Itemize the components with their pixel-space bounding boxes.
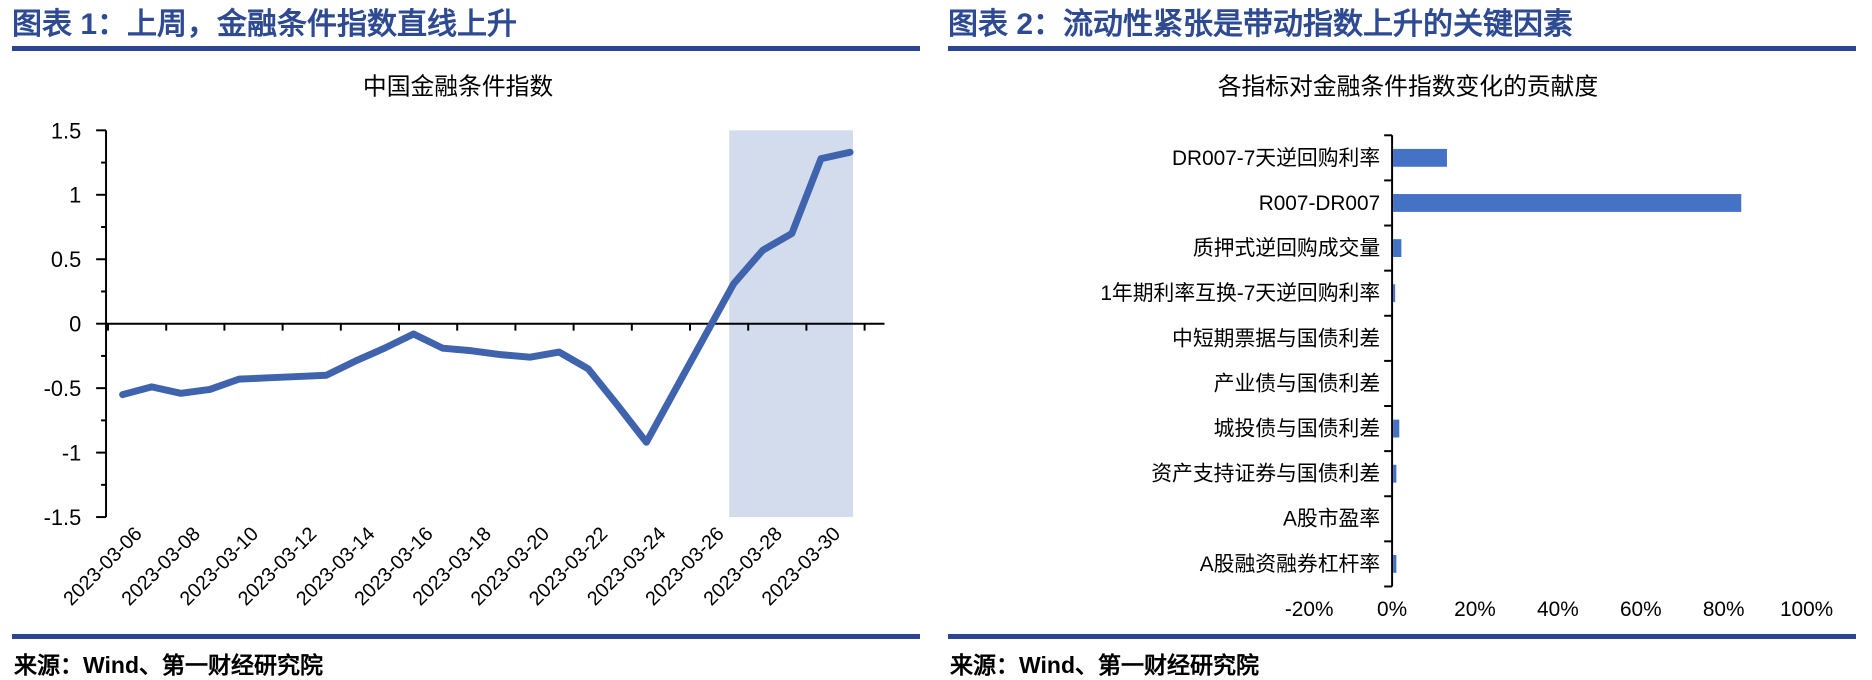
contribution-bar <box>1393 464 1397 483</box>
category-label: 1年期利率互换-7天逆回购利率 <box>1100 282 1380 305</box>
figure-1-source-rule <box>12 634 920 639</box>
panel-figure-1: 图表 1：上周，金融条件指数直线上升 中国金融条件指数 1.5 1 0.5 0 -0.5 -… <box>12 8 920 678</box>
category-label: A股融资融券杠杆率 <box>1200 553 1380 576</box>
category-label: DR007-7天逆回购利率 <box>1172 147 1380 170</box>
figure-1-header-rule <box>12 46 920 51</box>
y-tick-label: 0 <box>69 312 81 337</box>
figure-1-source: 来源：Wind、第一财经研究院 <box>14 651 323 678</box>
category-axis <box>1384 134 1394 588</box>
y-tick-label: 1 <box>69 183 81 208</box>
contribution-bar <box>1393 239 1402 257</box>
figure-2-source: 来源：Wind、第一财经研究院 <box>950 651 1259 678</box>
x-tick-label: 20% <box>1454 598 1496 621</box>
figure-1-header: 图表 1：上周，金融条件指数直线上升 <box>12 8 518 41</box>
y-axis: 1.5 1 0.5 0 -0.5 -1 -1.5 <box>44 118 108 530</box>
figure-2-header: 图表 2：流动性紧张是带动指数上升的关键因素 <box>948 8 1574 41</box>
category-label: 产业债与国债利差 <box>1214 372 1381 395</box>
x-axis-labels: -20% 0% 20% 40% 60% 80% 100% <box>1285 598 1833 621</box>
fci-line-series <box>119 148 854 446</box>
line-chart-china-financial-conditions-index: 中国金融条件指数1.510.50-0.5-1-1.52023-03-062023… <box>44 74 885 610</box>
contribution-bar <box>1393 554 1397 573</box>
category-label: R007-DR007 <box>1259 192 1380 215</box>
x-tick-label: 60% <box>1620 598 1662 621</box>
category-label: 资产支持证券与国债利差 <box>1151 463 1380 486</box>
y-tick-label: 1.5 <box>51 118 81 143</box>
contribution-bar <box>1393 419 1400 438</box>
x-tick-label: 100% <box>1780 598 1833 621</box>
y-tick-label: -0.5 <box>44 376 82 401</box>
y-tick-label: -1 <box>62 440 81 465</box>
category-label: 中短期票据与国债利差 <box>1172 327 1380 350</box>
category-label: 城投债与国债利差 <box>1214 417 1381 440</box>
chart-title: 中国金融条件指数 <box>363 74 553 101</box>
y-tick-label: -1.5 <box>44 505 82 530</box>
x-tick-label: 0% <box>1377 598 1407 621</box>
contribution-bar <box>1393 284 1396 303</box>
x-tick-label: 80% <box>1703 598 1745 621</box>
y-tick-label: 0.5 <box>51 247 81 272</box>
contribution-bar <box>1393 148 1447 167</box>
figure-2-header-rule <box>948 46 1856 51</box>
chart-title: 各指标对金融条件指数变化的贡献度 <box>1218 74 1599 101</box>
panel-figure-2: 图表 2：流动性紧张是带动指数上升的关键因素 各指标对金融条件指数变化的贡献度 D… <box>936 0 1872 680</box>
x-tick-label: 40% <box>1537 598 1579 621</box>
category-label: A股市盈率 <box>1283 508 1380 531</box>
x-tick-label: -20% <box>1285 598 1334 621</box>
category-label: 质押式逆回购成交量 <box>1193 237 1380 260</box>
contribution-bar <box>1393 193 1742 212</box>
bar-chart-indicator-contributions: 各指标对金融条件指数变化的贡献度 DR007-7天逆回购利率 R007-DR007 质… <box>1100 74 1833 622</box>
figure-2-source-rule <box>948 634 1856 639</box>
